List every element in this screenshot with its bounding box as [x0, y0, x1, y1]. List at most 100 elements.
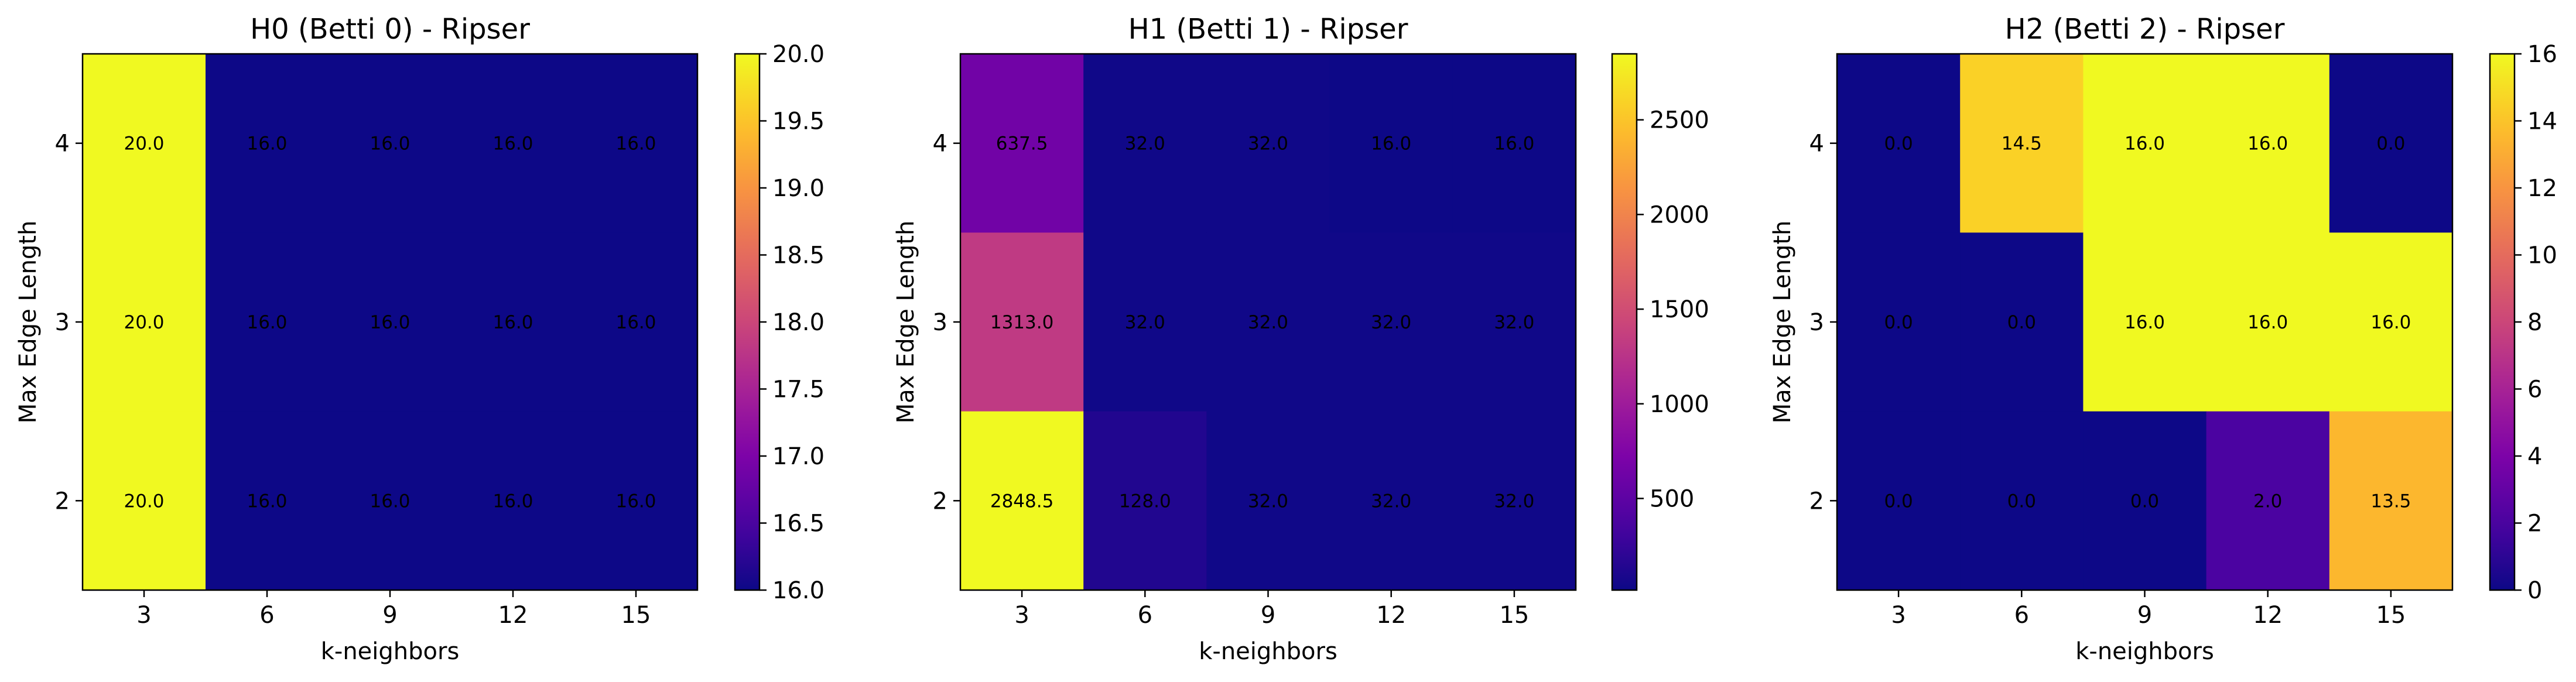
cell-value-label: 16.0 — [370, 312, 410, 333]
colorbar-tick-label: 10 — [2527, 242, 2557, 269]
colorbar-tick-label: 18.5 — [772, 242, 825, 269]
cell-value-label: 128.0 — [1119, 491, 1171, 512]
colorbar-tick-label: 16 — [2527, 41, 2557, 68]
heatmap-cell — [83, 232, 206, 412]
y-axis-label: Max Edge Length — [892, 221, 919, 424]
heatmap-cell — [1837, 411, 1961, 591]
x-tick-label: 9 — [382, 602, 397, 629]
x-axis-label: k-neighbors — [321, 638, 460, 665]
colorbar-tick-label: 500 — [1650, 485, 1694, 512]
cell-value-label: 20.0 — [124, 133, 164, 155]
x-tick-label: 9 — [2137, 602, 2152, 629]
colorbar-tick-label: 2000 — [1650, 201, 1709, 228]
cell-value-label: 32.0 — [1248, 312, 1288, 333]
heatmap-cell — [451, 54, 575, 233]
cell-value-label: 16.0 — [1494, 133, 1534, 155]
cell-value-label: 32.0 — [1248, 133, 1288, 155]
cell-value-label: 13.5 — [2370, 491, 2411, 512]
heatmap-cell — [1329, 232, 1453, 412]
heatmap-cell — [574, 54, 698, 233]
heatmap-cell — [1329, 411, 1453, 591]
x-axis-label: k-neighbors — [2075, 638, 2214, 665]
colorbar-tick-label: 2500 — [1650, 107, 1709, 134]
cell-value-label: 32.0 — [1494, 491, 1534, 512]
heatmap-cell — [83, 411, 206, 591]
colorbar-tick-label: 19.0 — [772, 175, 825, 202]
x-tick-label: 9 — [1261, 602, 1275, 629]
heatmap-cell — [1960, 411, 2084, 591]
cell-value-label: 16.0 — [2125, 312, 2165, 333]
y-tick-label: 2 — [933, 488, 947, 515]
heatmap-cell — [1206, 54, 1330, 233]
x-tick-label: 15 — [621, 602, 651, 629]
x-tick-label: 6 — [1138, 602, 1152, 629]
heatmap-cell — [2329, 54, 2453, 233]
x-tick-label: 3 — [136, 602, 151, 629]
x-tick-label: 3 — [1891, 602, 1906, 629]
heatmap-cell — [1206, 232, 1330, 412]
heatmap-cell — [1206, 411, 1330, 591]
colorbar-tick-label: 14 — [2527, 108, 2557, 135]
heatmap-cell — [2083, 411, 2207, 591]
cell-value-label: 16.0 — [492, 491, 533, 512]
chart-title: H2 (Betti 2) - Ripser — [2005, 13, 2285, 46]
colorbar-tick-label: 18.0 — [772, 309, 825, 336]
heatmap-cell — [206, 54, 329, 233]
cell-value-label: 16.0 — [2370, 312, 2411, 333]
y-axis-label: Max Edge Length — [15, 221, 42, 424]
colorbar-tick-label: 4 — [2527, 443, 2542, 470]
y-tick-label: 3 — [933, 309, 947, 336]
cell-value-label: 0.0 — [2007, 312, 2036, 333]
heatmap-cell — [2206, 54, 2330, 233]
colorbar-tick-label: 16.0 — [772, 577, 825, 604]
cell-value-label: 0.0 — [1884, 491, 1913, 512]
colorbar-tick-label: 8 — [2527, 309, 2542, 336]
y-tick-label: 3 — [55, 309, 70, 336]
heatmap-cell — [83, 54, 206, 233]
heatmap-cell — [960, 54, 1084, 233]
cell-value-label: 637.5 — [996, 133, 1048, 155]
heatmap-cell — [2329, 232, 2453, 412]
heatmap-cell — [1837, 54, 1961, 233]
heatmap-cell — [1083, 411, 1207, 591]
colorbar-tick-label: 2 — [2527, 510, 2542, 537]
y-tick-label: 4 — [55, 131, 70, 157]
cell-value-label: 16.0 — [615, 133, 656, 155]
heatmap-cell — [1452, 54, 1576, 233]
cell-value-label: 16.0 — [2247, 312, 2288, 333]
y-tick-label: 3 — [1809, 309, 1824, 336]
heatmap-cell — [451, 232, 575, 412]
heatmap-cell — [960, 232, 1084, 412]
x-tick-label: 12 — [2253, 602, 2283, 629]
colorbar-tick-label: 12 — [2527, 175, 2557, 202]
x-tick-label: 15 — [2376, 602, 2406, 629]
heatmap-panel-2: 637.5 32.0 32.0 16.0 16.0 1313.0 32.0 32.0 32.0 3… — [892, 13, 1709, 665]
cell-value-label: 32.0 — [1494, 312, 1534, 333]
y-axis-label: Max Edge Length — [1769, 221, 1796, 424]
cell-value-label: 16.0 — [370, 491, 410, 512]
colorbar-tick-label: 6 — [2527, 376, 2542, 403]
chart-title: H1 (Betti 1) - Ripser — [1128, 13, 1408, 46]
cell-value-label: 0.0 — [1884, 312, 1913, 333]
heatmap-cell — [2206, 411, 2330, 591]
x-tick-label: 12 — [1376, 602, 1406, 629]
colorbar-tick-label: 0 — [2527, 577, 2542, 604]
colorbar-tick-label: 17.5 — [772, 376, 825, 403]
heatmap-cell — [1837, 232, 1961, 412]
x-axis-label: k-neighbors — [1199, 638, 1337, 665]
cell-value-label: 14.5 — [2002, 133, 2042, 155]
cell-value-label: 32.0 — [1371, 491, 1411, 512]
colorbar-tick-label: 16.5 — [772, 510, 825, 537]
colorbar — [2490, 54, 2515, 590]
heatmap-cell — [206, 232, 329, 412]
cell-value-label: 20.0 — [124, 312, 164, 333]
heatmap-cell — [329, 54, 452, 233]
cell-value-label: 0.0 — [2130, 491, 2159, 512]
cell-value-label: 32.0 — [1125, 133, 1165, 155]
cell-value-label: 0.0 — [1884, 133, 1913, 155]
heatmap-cell — [1329, 54, 1453, 233]
heatmap-cell — [2206, 232, 2330, 412]
cell-value-label: 0.0 — [2007, 491, 2036, 512]
cell-value-label: 16.0 — [247, 491, 287, 512]
